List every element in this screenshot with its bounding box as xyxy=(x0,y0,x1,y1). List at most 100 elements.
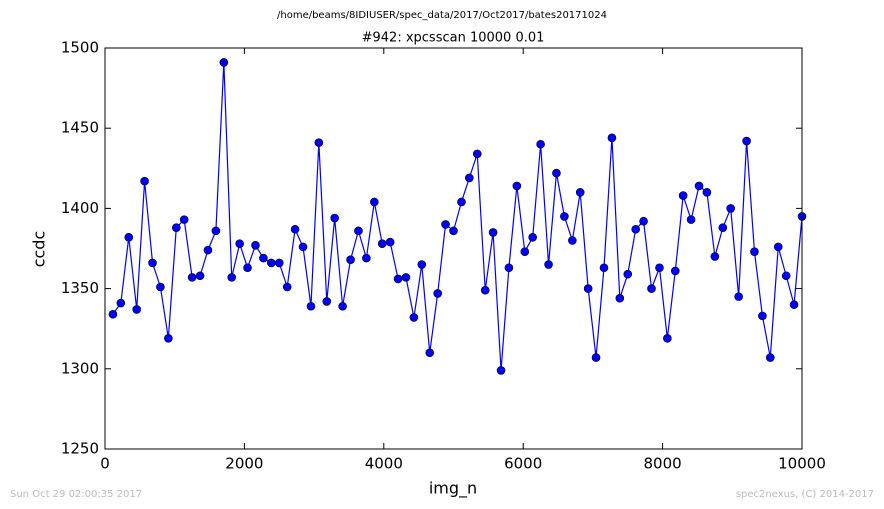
data-point xyxy=(742,136,751,146)
data-point xyxy=(504,263,514,273)
data-point xyxy=(108,309,118,319)
data-point xyxy=(417,260,427,269)
data-point xyxy=(496,366,506,375)
data-point xyxy=(607,133,617,143)
data-point xyxy=(377,239,387,248)
y-tick-label: 1250 xyxy=(61,440,99,458)
data-point xyxy=(322,297,332,306)
data-point xyxy=(734,292,743,301)
data-point xyxy=(116,298,126,308)
data-point xyxy=(758,311,767,321)
data-point xyxy=(520,247,530,257)
data-point xyxy=(211,226,221,236)
header: /home/beams/8IDIUSER/spec_data/2017/Oct2… xyxy=(277,10,607,21)
data-point xyxy=(750,247,759,257)
data-point xyxy=(441,220,450,229)
data-point xyxy=(227,273,237,282)
data-point xyxy=(148,258,157,268)
x-tick-label: 2000 xyxy=(225,455,263,473)
data-point xyxy=(354,226,363,236)
data-point xyxy=(773,242,783,252)
data-point xyxy=(663,334,672,343)
data-point xyxy=(393,274,403,284)
data-point xyxy=(219,58,229,67)
data-point xyxy=(282,282,292,292)
data-line xyxy=(112,62,803,371)
x-tick-label: 10000 xyxy=(778,455,826,473)
data-point xyxy=(449,226,458,236)
y-tick-label: 1450 xyxy=(61,119,99,137)
data-point xyxy=(259,253,268,263)
data-point xyxy=(409,313,419,322)
x-tick-label: 8000 xyxy=(644,455,682,473)
data-point xyxy=(512,181,522,191)
data-point xyxy=(179,215,189,224)
data-point xyxy=(718,223,728,232)
data-point xyxy=(710,252,720,261)
data-point xyxy=(457,197,466,207)
data-point xyxy=(362,253,371,263)
data-point xyxy=(552,168,561,178)
data-point xyxy=(346,255,355,265)
x-tick-label: 6000 xyxy=(504,455,542,473)
data-point xyxy=(330,213,339,223)
data-point xyxy=(401,273,411,282)
y-axis-label: ccdc xyxy=(30,231,49,268)
data-point xyxy=(765,353,775,362)
data-point xyxy=(560,212,569,221)
data-point xyxy=(370,197,379,207)
data-point xyxy=(789,300,799,309)
data-point xyxy=(164,334,173,343)
data-point xyxy=(591,353,601,362)
data-point xyxy=(243,263,252,273)
data-point xyxy=(623,269,633,279)
data-point xyxy=(781,271,791,281)
data-point xyxy=(647,284,656,293)
data-point xyxy=(536,139,545,149)
data-point xyxy=(599,263,609,273)
data-point xyxy=(465,173,474,183)
data-point xyxy=(314,138,324,147)
data-point xyxy=(726,204,735,213)
data-point xyxy=(583,284,593,293)
plot-frame xyxy=(104,47,803,450)
data-point xyxy=(267,258,276,268)
data-point xyxy=(670,266,680,276)
data-point xyxy=(385,237,395,247)
data-point xyxy=(235,239,244,248)
data-point xyxy=(544,260,553,269)
data-point xyxy=(203,245,213,255)
data-point xyxy=(338,301,347,311)
x-tick-label: 0 xyxy=(100,455,110,473)
footer-credit: spec2nexus, (C) 2014-2017 xyxy=(736,489,874,500)
y-tick-label: 1500 xyxy=(61,39,99,57)
data-point xyxy=(251,240,260,250)
data-point xyxy=(528,232,537,242)
data-point xyxy=(298,242,308,252)
data-point xyxy=(306,301,316,311)
data-point xyxy=(187,273,197,282)
y-tick-label: 1400 xyxy=(61,199,99,217)
data-point xyxy=(425,348,435,358)
data-point xyxy=(639,216,648,226)
data-point xyxy=(433,289,442,298)
data-point xyxy=(156,282,165,292)
data-point xyxy=(290,224,300,234)
data-point xyxy=(655,263,664,273)
x-tick-label: 4000 xyxy=(365,455,403,473)
data-point xyxy=(615,293,625,303)
data-point xyxy=(472,149,482,159)
data-point xyxy=(274,258,284,268)
data-point xyxy=(132,305,142,314)
data-point xyxy=(195,271,205,281)
y-tick-label: 1350 xyxy=(61,279,99,297)
data-point xyxy=(678,191,688,200)
data-point xyxy=(140,176,149,186)
chart-title: #942: xpcsscan 10000 0.01 xyxy=(362,31,545,46)
data-point xyxy=(488,228,498,237)
data-point xyxy=(694,181,704,191)
data-point xyxy=(686,215,696,224)
x-axis-label: img_n xyxy=(429,479,477,499)
data-point xyxy=(575,188,585,197)
